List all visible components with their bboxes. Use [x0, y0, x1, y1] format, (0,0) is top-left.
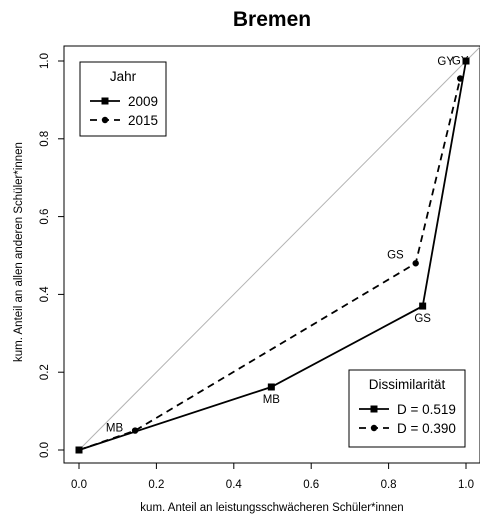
plot-area: MB GS GY MB GS GY	[75, 46, 480, 454]
legend-box	[79, 61, 167, 137]
x-tick-label: 0.8	[381, 479, 397, 491]
x-tick-label: 1.0	[458, 479, 474, 491]
series-2009-point	[419, 302, 427, 310]
plot-frame	[63, 45, 480, 464]
y-axis: 0.0 0.2 0.4 0.6 0.8 1.0	[39, 53, 64, 458]
x-tick-label: 0.6	[303, 479, 319, 491]
legend-marker	[370, 424, 378, 432]
y-tick-label: 0.8	[39, 131, 51, 147]
chart-title: Bremen	[233, 8, 311, 31]
legend-title: Dissimilarität	[369, 377, 446, 392]
point-label-2009-GS: GS	[414, 313, 431, 325]
legend-marker	[101, 116, 109, 124]
legend-entry: 2009	[128, 94, 158, 109]
point-label-2015-GS: GS	[387, 249, 404, 261]
legend-title: Jahr	[110, 69, 137, 84]
legend-entry: 2015	[128, 113, 158, 128]
legend-marker	[370, 405, 378, 413]
legend-entry: D = 0.519	[397, 402, 456, 417]
point-label-2015-MB: MB	[106, 423, 124, 435]
series-2015-point	[456, 75, 464, 82]
y-axis-label: kum. Anteil an allen anderen Schüler*inn…	[13, 142, 25, 362]
series-2015-point	[75, 446, 83, 454]
y-tick-label: 1.0	[39, 53, 51, 69]
series-2015-point	[412, 260, 419, 267]
series-2009-point	[267, 383, 275, 391]
y-tick-label: 0.2	[39, 364, 51, 380]
legend-marker	[101, 97, 109, 105]
point-label-2009-GY: GY	[437, 56, 454, 68]
x-tick-label: 0.2	[148, 479, 164, 491]
series-2009-line	[78, 60, 467, 451]
x-axis: 0.0 0.2 0.4 0.6 0.8 1.0	[71, 463, 474, 491]
series-2015-line	[78, 78, 462, 451]
legend-dissimilarity: Dissimilarität D = 0.519 D = 0.390	[348, 369, 466, 448]
legend-entry: D = 0.390	[397, 421, 456, 436]
x-axis-label: kum. Anteil an leistungsschwächeren Schü…	[140, 502, 403, 514]
series-2015-point	[131, 427, 139, 434]
y-tick-label: 0.6	[39, 209, 51, 225]
legend-year: Jahr 2009 2015	[79, 61, 167, 137]
point-label-2009-MB: MB	[263, 394, 281, 406]
y-tick-label: 0.4	[39, 286, 51, 303]
series-2009-point	[462, 57, 470, 65]
point-label-2015-GY: GY	[452, 56, 469, 68]
equality-reference-line	[78, 60, 467, 451]
y-tick-label: 0.0	[39, 442, 51, 458]
x-tick-label: 0.4	[226, 479, 243, 491]
x-tick-label: 0.0	[71, 479, 87, 491]
